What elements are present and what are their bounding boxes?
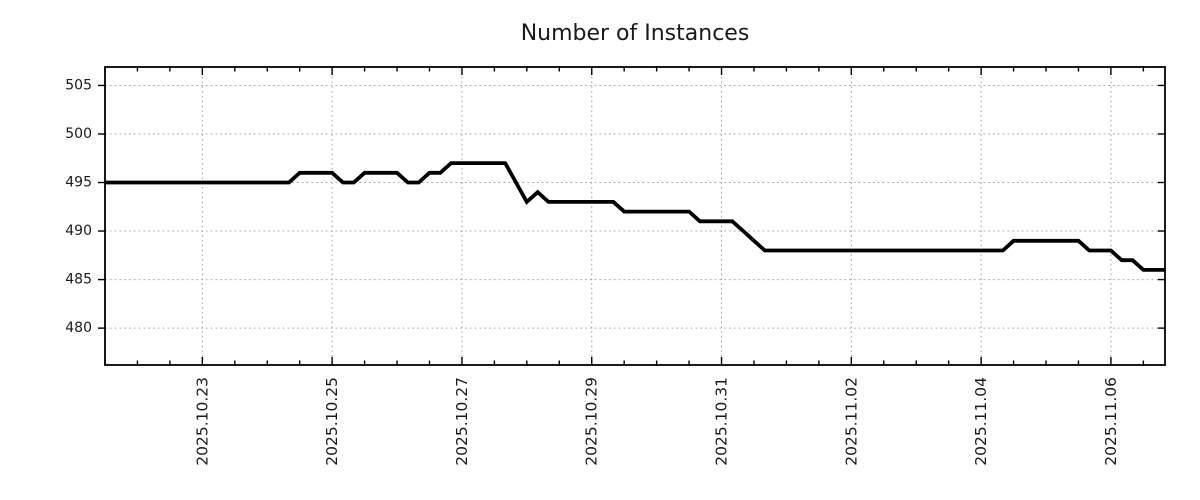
y-tick-label: 485	[65, 272, 92, 288]
series-line	[105, 161, 1165, 272]
x-tick-label: 2025.10.25	[323, 377, 341, 466]
x-tick-label: 2025.10.27	[453, 377, 471, 466]
y-tick-label: 500	[65, 126, 92, 142]
y-tick-label: 490	[65, 223, 92, 239]
chart-title: Number of Instances	[521, 21, 750, 46]
x-tick-label: 2025.10.23	[193, 377, 211, 466]
y-tick-label: 480	[65, 320, 92, 336]
x-tick-label: 2025.10.29	[583, 377, 601, 466]
plot-border	[104, 66, 1166, 366]
x-tick-label: 2025.11.02	[842, 377, 860, 466]
y-tick-label: 505	[65, 77, 92, 93]
y-tick-label: 495	[65, 175, 92, 191]
x-tick-label: 2025.11.06	[1102, 377, 1120, 466]
x-tick-label: 2025.11.04	[972, 377, 990, 466]
x-tick-label: 2025.10.31	[713, 377, 731, 466]
plot-area: 505 500 495 490 485 480 2025.10.23 2025.10.25 20…	[65, 66, 1166, 466]
